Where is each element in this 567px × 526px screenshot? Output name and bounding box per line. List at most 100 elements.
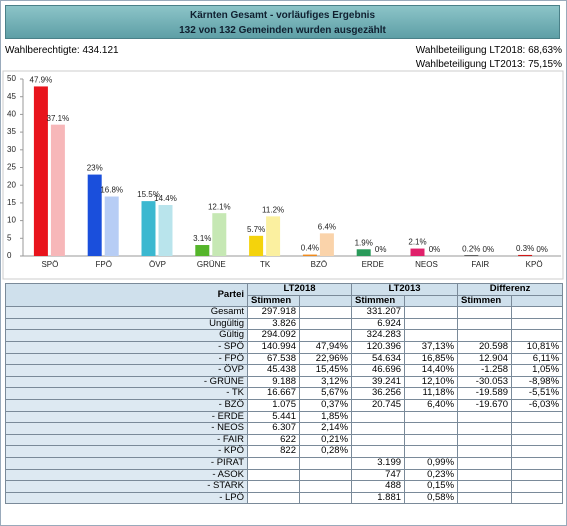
x-tick-label: FAIR: [471, 260, 489, 269]
value-label: 0.2%: [462, 244, 480, 253]
value-label: 5.7%: [247, 225, 265, 234]
bar: [266, 216, 281, 256]
table-cell: [247, 491, 300, 505]
table-cell: 488: [351, 480, 406, 493]
row-label: - STARK: [5, 480, 248, 493]
row-label: - ASOK: [5, 468, 248, 482]
table-cell: 140.994: [247, 340, 300, 354]
table-cell: 0,23%: [404, 468, 459, 482]
table-cell: 6,40%: [404, 398, 459, 412]
table-cell: [457, 433, 513, 447]
x-tick-label: TK: [260, 260, 271, 269]
table-cell: -5,51%: [511, 387, 564, 400]
value-label: 0.4%: [301, 244, 319, 253]
table-cell: 22,96%: [298, 352, 353, 366]
table-cell: 47,94%: [298, 340, 353, 354]
table-cell: 324.283: [351, 329, 406, 342]
table-cell: 12,10%: [404, 375, 459, 389]
row-label: - FPÖ: [5, 352, 248, 366]
header: Kärnten Gesamt - vorläufiges Ergebnis 13…: [5, 5, 560, 39]
table-cell: 10,81%: [511, 340, 564, 354]
table-cell: [298, 329, 353, 342]
table-cell: 0,37%: [298, 398, 353, 412]
table-row: - GRÜNE 9.188 3,12% 39.241 12,10% -30.053 -8,9…: [5, 375, 564, 389]
table-cell: [457, 306, 513, 319]
table-cell: 0,99%: [404, 456, 459, 470]
title: Kärnten Gesamt - vorläufiges Ergebnis: [189, 10, 376, 21]
value-label: 3.1%: [193, 234, 211, 243]
table-cell: [404, 306, 459, 319]
row-label: - GRÜNE: [5, 375, 248, 389]
table-cell: 16.667: [247, 387, 300, 400]
bar: [87, 174, 102, 256]
table-cell: 1,05%: [511, 364, 564, 377]
table-cell: 0,28%: [298, 445, 353, 458]
y-tick-label: 10: [7, 216, 16, 225]
table-cell: [511, 480, 564, 493]
row-label: - TK: [5, 387, 248, 400]
table-cell: [404, 422, 459, 435]
x-tick-label: NEOS: [415, 260, 438, 269]
table-cell: 15,45%: [298, 364, 353, 377]
value-label: 6.4%: [318, 222, 336, 231]
table-cell: [457, 456, 513, 470]
table-cell: 12.904: [457, 352, 513, 366]
table-cell: 5.441: [247, 410, 300, 424]
row-label: Ungültig: [5, 317, 248, 331]
table-cell: 294.092: [247, 329, 300, 342]
table-cell: 331.207: [351, 306, 406, 319]
table-row: Gültig 294.092 324.283: [5, 329, 564, 342]
y-tick-label: 30: [7, 145, 16, 154]
table-cell: 67.538: [247, 352, 300, 366]
table-row: - FAIR 622 0,21%: [5, 433, 564, 447]
table-cell: [511, 422, 564, 435]
table-row: - LPÖ 1.881 0,58%: [5, 491, 564, 505]
value-label: 0.3%: [516, 244, 534, 253]
table-cell: 54.634: [351, 352, 406, 366]
table-row: - NEOS 6.307 2,14%: [5, 422, 564, 435]
bar: [302, 254, 317, 256]
table-cell: [404, 410, 459, 424]
table-cell: -30.053: [457, 375, 513, 389]
header-cell: Differenz: [457, 283, 564, 296]
turnout: Wahlbeteiligung LT2018: 68,63%: [415, 45, 562, 56]
header-cell: LT2018: [246, 283, 353, 296]
row-label: - NEOS: [5, 422, 248, 435]
table-cell: [404, 433, 459, 447]
table-cell: [457, 445, 513, 458]
bar: [464, 255, 479, 256]
table-cell: 5,67%: [298, 387, 353, 400]
value-label: 0%: [375, 245, 387, 254]
value-label: 2.1%: [408, 238, 426, 247]
table-cell: -19.589: [457, 387, 513, 400]
value-label: 14.4%: [154, 194, 177, 203]
bar: [356, 249, 371, 256]
bar: [518, 254, 533, 256]
header-cell: Partei: [5, 282, 248, 308]
table-cell: 37,13%: [404, 340, 459, 354]
y-tick-label: 35: [7, 127, 16, 136]
y-tick-label: 0: [7, 251, 12, 260]
value-label: 1.9%: [355, 238, 373, 247]
row-label: - KPÖ: [5, 445, 248, 458]
y-tick-label: 5: [7, 233, 12, 242]
table-cell: -19.670: [457, 398, 513, 412]
bar: [141, 201, 156, 256]
x-tick-label: KPÖ: [526, 260, 543, 269]
y-tick-label: 15: [7, 198, 16, 207]
row-label: - PIRAT: [5, 456, 248, 470]
table-cell: 6.307: [247, 422, 300, 435]
table-cell: 747: [351, 468, 406, 482]
table-cell: [298, 317, 353, 331]
table-cell: 9.188: [247, 375, 300, 389]
row-label: - ERDE: [5, 410, 248, 424]
table-cell: 16,85%: [404, 352, 459, 366]
table-cell: 1.881: [351, 491, 406, 505]
table-cell: [457, 491, 513, 505]
table-cell: 0,58%: [404, 491, 459, 505]
subheader-cell: Stimmen: [351, 294, 406, 308]
table-row: - ERDE 5.441 1,85%: [5, 410, 564, 424]
table-cell: 36.256: [351, 387, 406, 400]
table-cell: [511, 445, 564, 458]
table-cell: [298, 491, 353, 505]
